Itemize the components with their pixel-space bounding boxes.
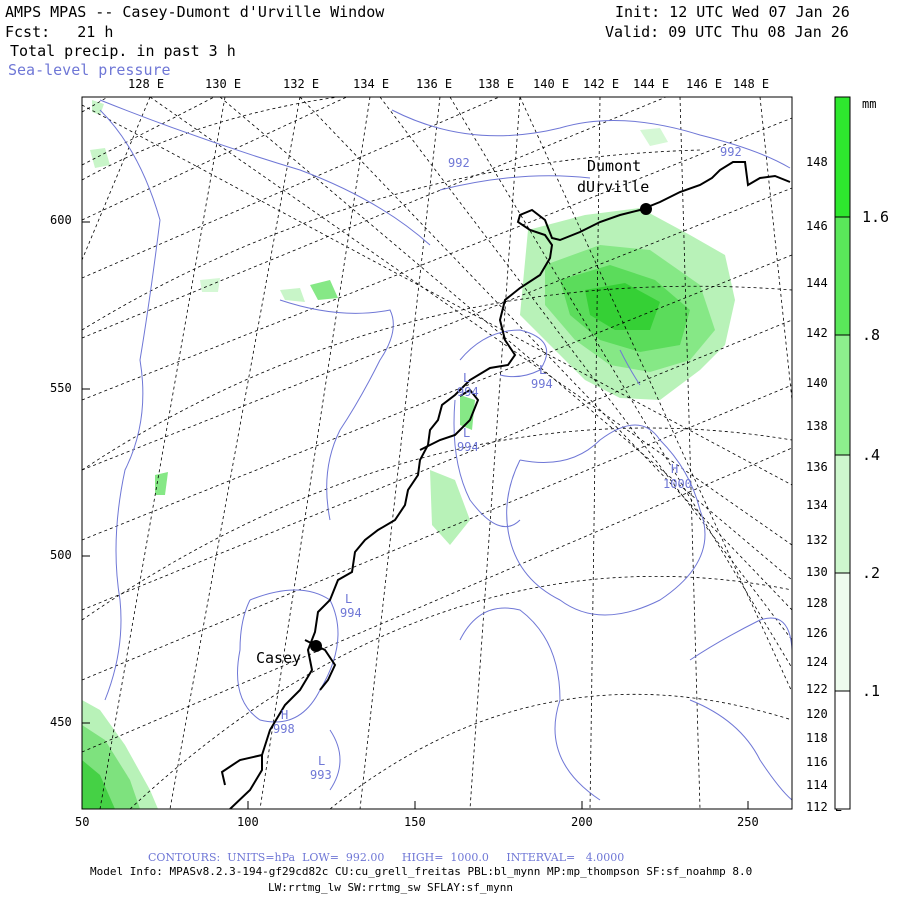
colorbar-label: .2 bbox=[862, 564, 881, 582]
pressure-label: 994 bbox=[457, 385, 479, 399]
field-name: Total precip. in past 3 h bbox=[10, 42, 236, 60]
y-axis-label: 500 bbox=[50, 548, 72, 562]
pressure-label: 994 bbox=[340, 606, 362, 620]
x-axis-label: 150 bbox=[404, 815, 426, 829]
colorbar-label: .4 bbox=[862, 446, 881, 464]
pressure-label: 992 bbox=[448, 156, 470, 170]
init-time: Init: 12 UTC Wed 07 Jan 26 bbox=[615, 3, 850, 21]
high-marker: H bbox=[281, 708, 289, 722]
top-lon-label: 142 E bbox=[583, 77, 620, 91]
x-axis-label: 200 bbox=[571, 815, 593, 829]
colorbar-label: 1.6 bbox=[862, 208, 890, 226]
pressure-label: 994 bbox=[531, 377, 553, 391]
valid-time: Valid: 09 UTC Thu 08 Jan 26 bbox=[605, 23, 849, 41]
pressure-label: 992 bbox=[720, 145, 742, 159]
axis-ticks bbox=[81, 221, 749, 809]
top-lon-label: 138 E bbox=[478, 77, 515, 91]
y-axis-label: 600 bbox=[50, 213, 72, 227]
dumont-label: Dumont bbox=[587, 157, 642, 175]
physics-info: LW:rrtmg_lw SW:rrtmg_sw SFLAY:sf_mynn bbox=[268, 881, 514, 894]
high-marker: H bbox=[671, 462, 679, 476]
pressure-label: 994 bbox=[457, 440, 479, 454]
colorbar-label: .1 bbox=[862, 682, 881, 700]
low-marker: L bbox=[345, 592, 353, 606]
top-lon-label: 136 E bbox=[416, 77, 453, 91]
forecast-hour: Fcst: 21 h bbox=[5, 23, 114, 41]
top-lon-label: 128 E bbox=[128, 77, 165, 91]
top-lon-label: 130 E bbox=[205, 77, 242, 91]
model-info: Model Info: MPASv8.2.3-194-gf29cd82c CU:… bbox=[90, 865, 753, 878]
pressure-label: 993 bbox=[310, 768, 332, 782]
pressure-label: 1000 bbox=[663, 477, 692, 491]
x-axis-label: 100 bbox=[237, 815, 259, 829]
precip-shading bbox=[82, 100, 735, 809]
casey-marker bbox=[310, 640, 322, 652]
top-lon-label: 148 E bbox=[733, 77, 770, 91]
map-title: AMPS MPAS -- Casey-Dumont d'Urville Wind… bbox=[5, 3, 385, 21]
dumont-durville-marker bbox=[640, 203, 652, 215]
top-lon-label: 134 E bbox=[353, 77, 390, 91]
x-axis-label: 50 bbox=[75, 815, 90, 829]
durville-label: dUrville bbox=[577, 178, 650, 196]
low-marker: L bbox=[463, 426, 471, 440]
colorbar-label: .8 bbox=[862, 326, 881, 344]
y-axis-label: 550 bbox=[50, 381, 72, 395]
map-frame bbox=[81, 96, 793, 810]
colorbar bbox=[834, 96, 851, 810]
colorbar-unit: mm bbox=[862, 97, 877, 111]
y-axis-label: 450 bbox=[50, 715, 72, 729]
overlay-name: Sea-level pressure bbox=[8, 61, 171, 79]
contour-info: CONTOURS: UNITS=hPa LOW= 992.00 HIGH= 10… bbox=[148, 851, 625, 864]
pressure-contours bbox=[99, 99, 792, 801]
pressure-label: 998 bbox=[273, 722, 295, 736]
top-lon-label: 144 E bbox=[633, 77, 670, 91]
graticule bbox=[82, 97, 792, 809]
casey-label: Casey bbox=[256, 649, 302, 667]
top-lon-label: 146 E bbox=[686, 77, 723, 91]
low-marker: L bbox=[539, 363, 547, 377]
top-lon-label: 132 E bbox=[283, 77, 320, 91]
low-marker: L bbox=[463, 371, 471, 385]
top-lon-label: 140 E bbox=[533, 77, 570, 91]
x-axis-label: 250 bbox=[737, 815, 759, 829]
low-marker: L bbox=[318, 754, 326, 768]
